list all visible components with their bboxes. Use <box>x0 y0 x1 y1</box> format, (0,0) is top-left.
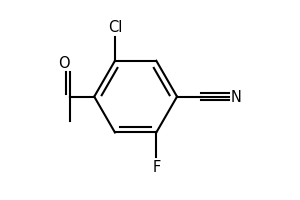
Text: Cl: Cl <box>108 20 122 35</box>
Text: N: N <box>231 90 242 105</box>
Text: O: O <box>58 56 70 71</box>
Text: F: F <box>152 159 160 174</box>
